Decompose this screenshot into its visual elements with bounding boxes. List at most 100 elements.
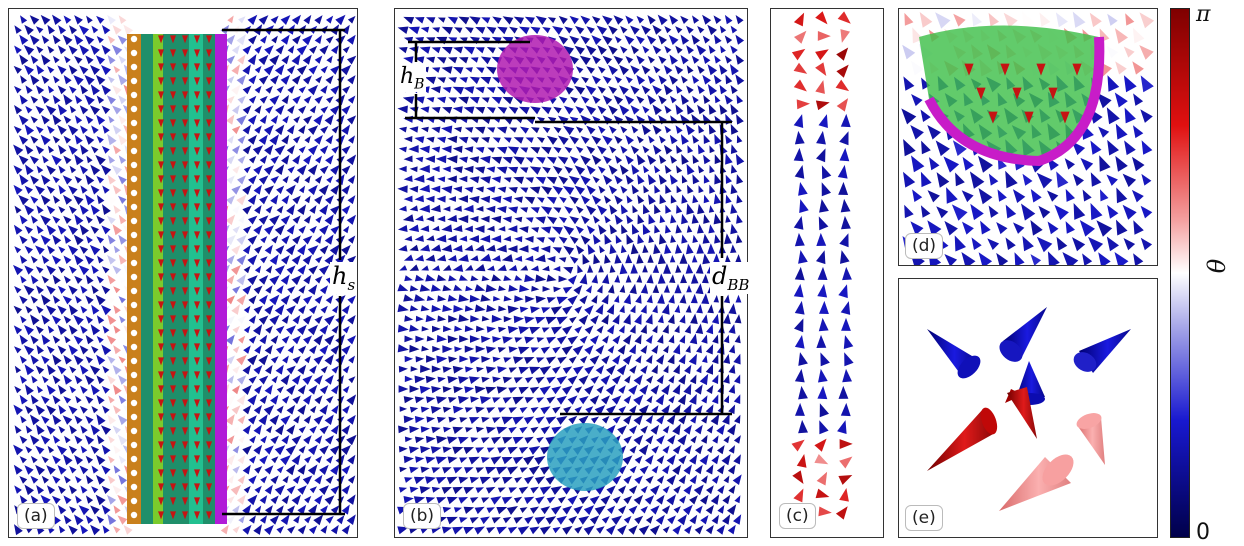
field-cone <box>415 215 424 222</box>
field-cone <box>614 155 623 164</box>
field-cone <box>723 294 730 304</box>
field-cone <box>441 26 453 35</box>
field-cone <box>971 237 982 250</box>
field-cone <box>419 244 431 252</box>
field-cone <box>714 173 722 185</box>
field-cone <box>626 233 634 245</box>
field-cone <box>701 314 708 324</box>
field-cone <box>270 435 279 445</box>
field-cone <box>25 105 33 114</box>
field-cone <box>585 406 594 414</box>
field-cone <box>52 234 62 245</box>
field-cone <box>643 185 650 194</box>
column-cone <box>816 250 826 265</box>
field-cone <box>716 424 725 435</box>
field-cone <box>592 115 601 124</box>
field-cone <box>529 166 542 175</box>
field-cone <box>734 414 741 424</box>
field-cone <box>546 156 557 164</box>
field-cone <box>663 365 669 374</box>
field-cone <box>90 44 100 55</box>
field-cone <box>108 395 115 404</box>
field-cone <box>436 116 446 123</box>
field-cone <box>701 293 710 304</box>
field-cone <box>662 485 670 494</box>
field-cone <box>1096 220 1113 237</box>
field-cone <box>57 104 68 116</box>
field-cone <box>465 27 474 34</box>
field-cone <box>459 235 468 242</box>
field-cone <box>675 45 683 54</box>
wall-dot <box>130 161 138 169</box>
wall-cone <box>170 175 176 184</box>
field-cone <box>292 154 301 165</box>
field-cone <box>1036 236 1053 253</box>
field-cone <box>409 46 419 54</box>
field-cone <box>414 375 426 384</box>
field-cone <box>618 406 627 414</box>
column-cone <box>839 488 849 502</box>
field-cone <box>613 95 624 105</box>
field-cone <box>573 366 584 375</box>
field-cone <box>587 264 594 273</box>
field-cone <box>475 426 485 433</box>
field-cone <box>96 336 104 344</box>
field-cone <box>706 384 714 394</box>
field-cone <box>475 27 486 34</box>
field-cone <box>988 173 999 186</box>
field-cone <box>403 175 413 182</box>
field-cone <box>296 45 308 56</box>
field-cone <box>730 45 738 54</box>
field-cone <box>623 495 633 505</box>
field-cone <box>684 364 692 375</box>
field-cone <box>680 134 689 145</box>
field-cone <box>29 34 40 46</box>
field-cone <box>74 154 84 166</box>
field-cone <box>113 465 121 474</box>
field-cone <box>398 205 407 212</box>
surface-cone <box>964 63 974 76</box>
field-cone <box>258 294 268 305</box>
field-cone <box>107 375 116 385</box>
field-cone <box>248 295 257 305</box>
field-cone <box>625 155 634 165</box>
field-cone <box>712 334 719 344</box>
wall-cone <box>182 161 188 170</box>
field-cone <box>63 115 72 124</box>
field-cone <box>14 386 22 394</box>
wall-cone <box>158 329 164 338</box>
wall-cone <box>194 105 200 114</box>
field-cone <box>95 294 106 306</box>
field-cone <box>696 243 704 254</box>
wall-cone <box>206 357 212 366</box>
field-cone <box>34 185 45 195</box>
field-cone <box>518 346 530 355</box>
wall-cone <box>206 455 212 464</box>
field-cone <box>911 94 923 107</box>
field-cone <box>431 486 441 493</box>
field-cone <box>647 15 656 25</box>
field-cone <box>29 434 40 445</box>
field-cone <box>552 247 562 254</box>
field-cone <box>599 245 605 254</box>
field-cone <box>589 495 600 505</box>
field-cone <box>304 195 311 204</box>
field-cone <box>36 385 44 394</box>
field-cone <box>470 137 479 144</box>
field-cone <box>19 235 28 245</box>
field-cone <box>637 234 645 244</box>
field-cone <box>563 225 575 236</box>
field-cone <box>248 175 257 185</box>
field-cone <box>231 245 241 255</box>
field-cone <box>659 154 667 164</box>
field-cone <box>585 205 597 216</box>
wall-cone <box>194 315 200 324</box>
field-cone <box>520 187 529 193</box>
wall-cone <box>206 371 212 380</box>
field-cone <box>458 436 469 444</box>
field-cone <box>19 435 28 444</box>
field-cone <box>258 75 269 85</box>
field-cone <box>730 164 738 174</box>
field-cone <box>524 196 536 205</box>
field-cone <box>658 174 667 185</box>
